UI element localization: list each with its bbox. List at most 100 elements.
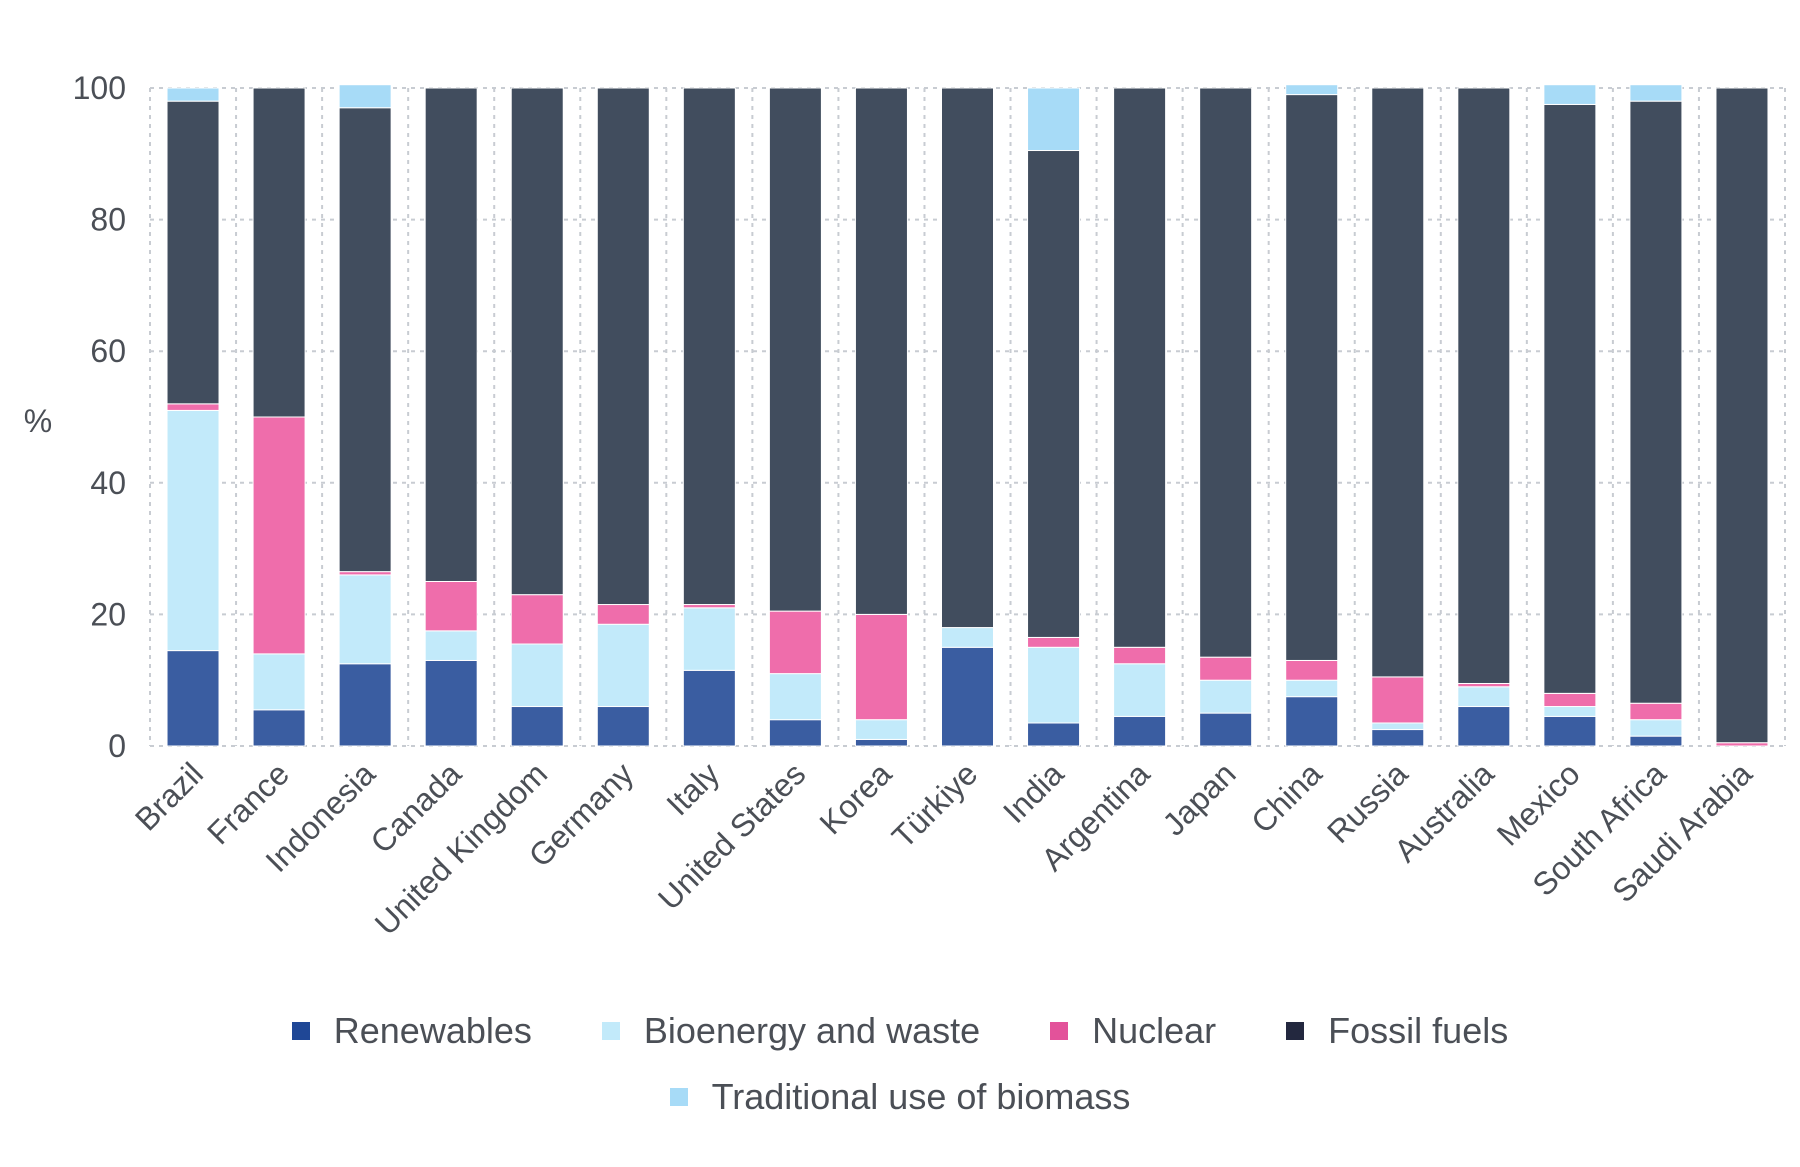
x-tick-label: Italy: [659, 755, 726, 822]
bar-segment: [1629, 719, 1683, 737]
bar-segment: [768, 673, 822, 721]
bar-stack: [1027, 87, 1081, 747]
bar-segment: [338, 107, 392, 573]
bar-segment: [1371, 729, 1425, 747]
x-tick-label: Türkiye: [885, 755, 985, 855]
bar-segment: [1199, 712, 1253, 747]
bar-segment: [166, 650, 220, 747]
legend-item-fossil-fuels: Fossil fuels: [1286, 1010, 1508, 1052]
bar-segment: [338, 84, 392, 109]
bar-segment: [1371, 87, 1425, 678]
bar-stack: [1715, 87, 1769, 747]
bar-stack: [1371, 87, 1425, 747]
bar-segment: [768, 87, 822, 612]
legend-swatch: [669, 1088, 688, 1106]
bar-segment: [252, 709, 306, 747]
legend-label: Renewables: [333, 1010, 532, 1051]
y-axis-label: %: [24, 403, 52, 439]
bar-segment: [424, 581, 478, 632]
bar-segment: [1285, 94, 1339, 661]
legend-item-traditional-biomass: Traditional use of biomass: [669, 1076, 1131, 1118]
legend-item-bioenergy: Bioenergy and waste: [601, 1010, 980, 1052]
bar-segment: [1027, 87, 1081, 152]
bar-segment: [596, 87, 650, 606]
x-tick-label: Brazil: [128, 755, 210, 837]
legend-label: Traditional use of biomass: [711, 1076, 1131, 1117]
bars: [166, 84, 1769, 747]
bar-segment: [1629, 735, 1683, 747]
bar-segment: [682, 87, 736, 606]
legend-swatch: [291, 1022, 310, 1040]
y-tick-label: 60: [90, 333, 126, 369]
bar-segment: [510, 706, 564, 747]
bar-segment: [768, 610, 822, 675]
bar-segment: [1199, 87, 1253, 658]
bar-stack: [166, 87, 220, 747]
bar-segment: [252, 416, 306, 655]
bar-segment: [682, 607, 736, 671]
bar-stack: [1543, 84, 1597, 747]
y-tick-label: 0: [108, 728, 126, 764]
bar-segment: [1371, 676, 1425, 724]
bar-segment: [1027, 646, 1081, 724]
bar-segment: [1629, 100, 1683, 704]
bar-segment: [1113, 87, 1167, 648]
bar-segment: [510, 643, 564, 708]
legend-label: Nuclear: [1092, 1010, 1217, 1051]
bar-segment: [596, 623, 650, 708]
bar-segment: [854, 738, 908, 747]
bar-segment: [166, 403, 220, 411]
bar-segment: [1285, 84, 1339, 96]
bar-segment: [1199, 679, 1253, 714]
bar-segment: [166, 87, 220, 102]
bar-stack: [941, 87, 994, 747]
y-tick-label: 100: [73, 70, 126, 106]
grid-lines: [149, 87, 1786, 747]
bar-segment: [1113, 663, 1167, 717]
bar-segment: [424, 630, 478, 661]
y-tick-label: 20: [90, 596, 126, 632]
bar-segment: [1457, 686, 1511, 708]
bar-stack: [1199, 87, 1253, 747]
bar-segment: [166, 100, 220, 405]
bar-stack: [338, 84, 392, 747]
bar-segment: [854, 613, 908, 721]
bar-segment: [1543, 103, 1597, 694]
bar-segment: [424, 87, 478, 582]
legend-row: Traditional use of biomass: [669, 1076, 1131, 1118]
bar-stack: [1629, 84, 1683, 747]
bar-segment: [1027, 722, 1081, 747]
legend-item-renewables: Renewables: [291, 1010, 532, 1052]
stacked-bar-chart: 0 20 40 60 80 100 BrazilFranceIndonesiaCanada…: [24, 70, 1786, 942]
bar-stack: [768, 87, 822, 747]
legend-swatch: [1050, 1022, 1069, 1040]
bar-stack: [1457, 87, 1511, 747]
bar-segment: [596, 706, 650, 747]
bar-segment: [1027, 636, 1081, 648]
bar-segment: [941, 627, 994, 648]
bar-segment: [768, 719, 822, 747]
bar-segment: [1543, 706, 1597, 717]
bar-segment: [1543, 84, 1597, 105]
bar-segment: [1457, 87, 1511, 684]
bar-segment: [1027, 150, 1081, 638]
bar-stack: [854, 87, 908, 747]
bar-segment: [682, 669, 736, 747]
x-tick-label: United States: [651, 755, 812, 916]
legend-swatch: [601, 1022, 620, 1040]
bar-stack: [510, 87, 564, 747]
bar-segment: [1285, 679, 1339, 698]
bar-segment: [166, 409, 220, 652]
bar-segment: [1113, 646, 1167, 665]
legend-row: Renewables Bioenergy and waste Nuclear F…: [291, 1010, 1508, 1052]
bar-segment: [1113, 715, 1167, 747]
legend-label: Fossil fuels: [1328, 1010, 1509, 1051]
bar-segment: [252, 653, 306, 711]
bar-segment: [854, 719, 908, 740]
legend-item-nuclear: Nuclear: [1050, 1010, 1216, 1052]
legend-swatch: [1286, 1022, 1305, 1040]
y-axis-ticks: 0 20 40 60 80 100: [73, 70, 126, 764]
bar-stack: [596, 87, 650, 747]
bar-segment: [1715, 87, 1769, 744]
